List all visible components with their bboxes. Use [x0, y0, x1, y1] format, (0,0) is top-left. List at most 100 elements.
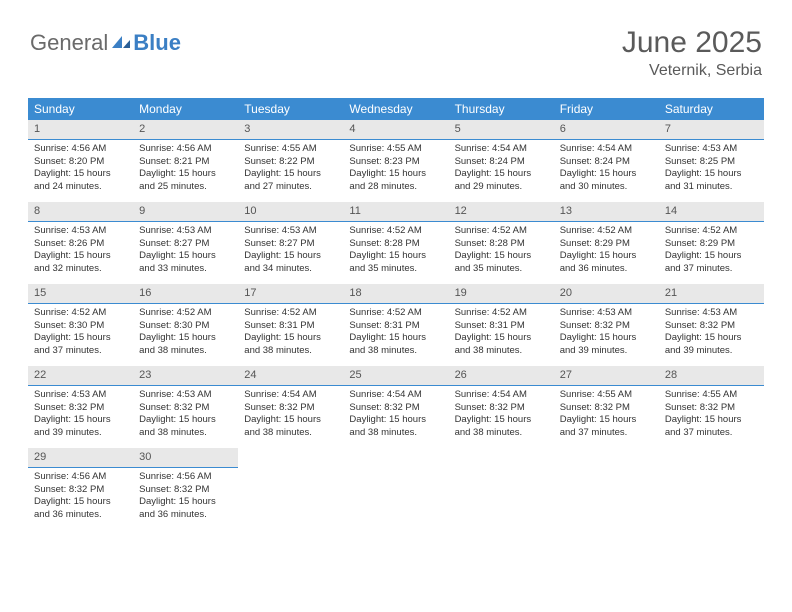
day-content: Sunrise: 4:55 AMSunset: 8:22 PMDaylight:… — [238, 140, 343, 198]
daylight-line: Daylight: 15 hours and 38 minutes. — [139, 332, 232, 358]
sunrise-line: Sunrise: 4:55 AM — [349, 143, 442, 156]
calendar-cell: 24Sunrise: 4:54 AMSunset: 8:32 PMDayligh… — [238, 366, 343, 448]
logo: General Blue — [30, 30, 181, 56]
sunset-line: Sunset: 8:31 PM — [244, 320, 337, 333]
calendar-cell: 13Sunrise: 4:52 AMSunset: 8:29 PMDayligh… — [554, 202, 659, 284]
sunrise-line: Sunrise: 4:56 AM — [139, 143, 232, 156]
sunset-line: Sunset: 8:28 PM — [455, 238, 548, 251]
daylight-line: Daylight: 15 hours and 32 minutes. — [34, 250, 127, 276]
sunset-line: Sunset: 8:27 PM — [139, 238, 232, 251]
sunset-line: Sunset: 8:22 PM — [244, 156, 337, 169]
day-content: Sunrise: 4:52 AMSunset: 8:28 PMDaylight:… — [449, 222, 554, 280]
sunrise-line: Sunrise: 4:54 AM — [455, 389, 548, 402]
day-content: Sunrise: 4:55 AMSunset: 8:32 PMDaylight:… — [554, 386, 659, 444]
calendar-row: 15Sunrise: 4:52 AMSunset: 8:30 PMDayligh… — [28, 284, 764, 366]
sunrise-line: Sunrise: 4:52 AM — [560, 225, 653, 238]
calendar-cell: 27Sunrise: 4:55 AMSunset: 8:32 PMDayligh… — [554, 366, 659, 448]
sunrise-line: Sunrise: 4:56 AM — [34, 471, 127, 484]
calendar-row: 8Sunrise: 4:53 AMSunset: 8:26 PMDaylight… — [28, 202, 764, 284]
daylight-line: Daylight: 15 hours and 37 minutes. — [665, 250, 758, 276]
day-content: Sunrise: 4:54 AMSunset: 8:32 PMDaylight:… — [449, 386, 554, 444]
sunset-line: Sunset: 8:24 PM — [455, 156, 548, 169]
daylight-line: Daylight: 15 hours and 38 minutes. — [244, 332, 337, 358]
calendar-cell: 6Sunrise: 4:54 AMSunset: 8:24 PMDaylight… — [554, 120, 659, 202]
daylight-line: Daylight: 15 hours and 37 minutes. — [34, 332, 127, 358]
sunrise-line: Sunrise: 4:54 AM — [455, 143, 548, 156]
sunset-line: Sunset: 8:31 PM — [349, 320, 442, 333]
weekday-header: Tuesday — [238, 98, 343, 120]
day-number: 20 — [554, 284, 659, 304]
title-block: June 2025 Veternik, Serbia — [622, 26, 762, 80]
day-content: Sunrise: 4:56 AMSunset: 8:21 PMDaylight:… — [133, 140, 238, 198]
calendar-cell: 3Sunrise: 4:55 AMSunset: 8:22 PMDaylight… — [238, 120, 343, 202]
sunset-line: Sunset: 8:32 PM — [560, 320, 653, 333]
daylight-line: Daylight: 15 hours and 27 minutes. — [244, 168, 337, 194]
sunrise-line: Sunrise: 4:52 AM — [34, 307, 127, 320]
day-number: 21 — [659, 284, 764, 304]
day-content: Sunrise: 4:53 AMSunset: 8:27 PMDaylight:… — [238, 222, 343, 280]
logo-text-general: General — [30, 30, 108, 56]
calendar-cell: 9Sunrise: 4:53 AMSunset: 8:27 PMDaylight… — [133, 202, 238, 284]
sunrise-line: Sunrise: 4:52 AM — [455, 307, 548, 320]
day-number: 4 — [343, 120, 448, 140]
calendar-cell: 5Sunrise: 4:54 AMSunset: 8:24 PMDaylight… — [449, 120, 554, 202]
day-content: Sunrise: 4:52 AMSunset: 8:29 PMDaylight:… — [659, 222, 764, 280]
day-content: Sunrise: 4:54 AMSunset: 8:24 PMDaylight:… — [449, 140, 554, 198]
sunrise-line: Sunrise: 4:52 AM — [139, 307, 232, 320]
daylight-line: Daylight: 15 hours and 30 minutes. — [560, 168, 653, 194]
daylight-line: Daylight: 15 hours and 36 minutes. — [34, 496, 127, 522]
daylight-line: Daylight: 15 hours and 25 minutes. — [139, 168, 232, 194]
sunrise-line: Sunrise: 4:54 AM — [560, 143, 653, 156]
calendar-cell: 26Sunrise: 4:54 AMSunset: 8:32 PMDayligh… — [449, 366, 554, 448]
day-number: 7 — [659, 120, 764, 140]
day-number: 14 — [659, 202, 764, 222]
day-number: 6 — [554, 120, 659, 140]
day-content: Sunrise: 4:53 AMSunset: 8:26 PMDaylight:… — [28, 222, 133, 280]
day-content: Sunrise: 4:53 AMSunset: 8:32 PMDaylight:… — [659, 304, 764, 362]
day-number: 17 — [238, 284, 343, 304]
sunset-line: Sunset: 8:28 PM — [349, 238, 442, 251]
day-content: Sunrise: 4:52 AMSunset: 8:31 PMDaylight:… — [238, 304, 343, 362]
calendar-row: 1Sunrise: 4:56 AMSunset: 8:20 PMDaylight… — [28, 120, 764, 202]
sunset-line: Sunset: 8:32 PM — [244, 402, 337, 415]
weekday-header-row: Sunday Monday Tuesday Wednesday Thursday… — [28, 98, 764, 120]
sunset-line: Sunset: 8:32 PM — [34, 402, 127, 415]
day-number: 26 — [449, 366, 554, 386]
daylight-line: Daylight: 15 hours and 35 minutes. — [349, 250, 442, 276]
calendar-cell: 20Sunrise: 4:53 AMSunset: 8:32 PMDayligh… — [554, 284, 659, 366]
calendar-row: 29Sunrise: 4:56 AMSunset: 8:32 PMDayligh… — [28, 448, 764, 530]
sunrise-line: Sunrise: 4:53 AM — [34, 225, 127, 238]
day-content: Sunrise: 4:52 AMSunset: 8:30 PMDaylight:… — [28, 304, 133, 362]
header: General Blue June 2025 Veternik, Serbia — [0, 0, 792, 98]
sunset-line: Sunset: 8:31 PM — [455, 320, 548, 333]
daylight-line: Daylight: 15 hours and 34 minutes. — [244, 250, 337, 276]
calendar-cell: 10Sunrise: 4:53 AMSunset: 8:27 PMDayligh… — [238, 202, 343, 284]
sunrise-line: Sunrise: 4:55 AM — [665, 389, 758, 402]
sunset-line: Sunset: 8:26 PM — [34, 238, 127, 251]
weekday-header: Sunday — [28, 98, 133, 120]
day-content: Sunrise: 4:53 AMSunset: 8:27 PMDaylight:… — [133, 222, 238, 280]
sunset-line: Sunset: 8:32 PM — [560, 402, 653, 415]
day-number: 23 — [133, 366, 238, 386]
logo-sail-icon — [110, 34, 132, 50]
calendar-cell: 12Sunrise: 4:52 AMSunset: 8:28 PMDayligh… — [449, 202, 554, 284]
calendar-row: 22Sunrise: 4:53 AMSunset: 8:32 PMDayligh… — [28, 366, 764, 448]
sunset-line: Sunset: 8:27 PM — [244, 238, 337, 251]
calendar-cell: 21Sunrise: 4:53 AMSunset: 8:32 PMDayligh… — [659, 284, 764, 366]
day-content: Sunrise: 4:56 AMSunset: 8:20 PMDaylight:… — [28, 140, 133, 198]
sunrise-line: Sunrise: 4:55 AM — [560, 389, 653, 402]
daylight-line: Daylight: 15 hours and 37 minutes. — [665, 414, 758, 440]
sunset-line: Sunset: 8:32 PM — [665, 402, 758, 415]
day-content: Sunrise: 4:55 AMSunset: 8:32 PMDaylight:… — [659, 386, 764, 444]
calendar-cell: 4Sunrise: 4:55 AMSunset: 8:23 PMDaylight… — [343, 120, 448, 202]
calendar-cell: 22Sunrise: 4:53 AMSunset: 8:32 PMDayligh… — [28, 366, 133, 448]
day-content: Sunrise: 4:53 AMSunset: 8:32 PMDaylight:… — [28, 386, 133, 444]
day-number: 27 — [554, 366, 659, 386]
daylight-line: Daylight: 15 hours and 38 minutes. — [139, 414, 232, 440]
daylight-line: Daylight: 15 hours and 37 minutes. — [560, 414, 653, 440]
daylight-line: Daylight: 15 hours and 38 minutes. — [349, 332, 442, 358]
daylight-line: Daylight: 15 hours and 35 minutes. — [455, 250, 548, 276]
day-number: 10 — [238, 202, 343, 222]
day-number: 29 — [28, 448, 133, 468]
daylight-line: Daylight: 15 hours and 38 minutes. — [455, 414, 548, 440]
